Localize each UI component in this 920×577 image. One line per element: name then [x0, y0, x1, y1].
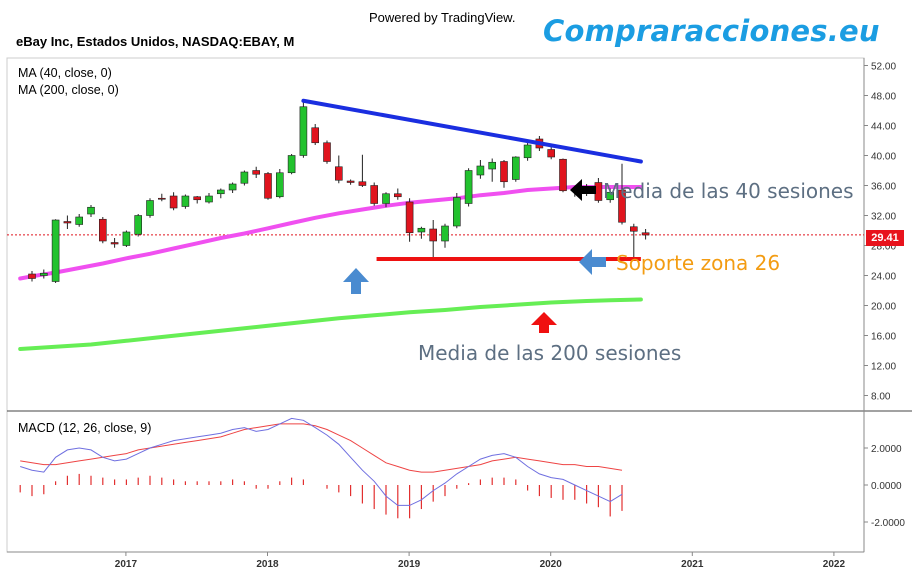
- candle-body: [476, 165, 485, 176]
- arrow-left-blue-icon: [579, 249, 606, 275]
- candle-body: [169, 195, 178, 209]
- candle-body: [523, 144, 532, 159]
- price-tick-label: 36.00: [871, 182, 896, 193]
- macd-tick-label: 0.0000: [871, 481, 902, 492]
- candle-body: [75, 216, 83, 225]
- candle-body: [158, 197, 166, 200]
- candle-body: [429, 228, 438, 242]
- annotation-support: Soporte zona 26: [616, 251, 781, 275]
- price-tick-label: 48.00: [871, 92, 896, 103]
- candle-body: [275, 172, 284, 198]
- candle-body: [382, 193, 390, 204]
- candle-body: [405, 201, 414, 234]
- candle-body: [63, 221, 72, 224]
- candle-body: [511, 156, 520, 180]
- candle-body: [181, 195, 190, 207]
- candle-body: [193, 196, 201, 201]
- ma40-line: [18, 185, 643, 281]
- candle-body: [252, 170, 260, 175]
- time-tick-label: 2021: [681, 559, 704, 570]
- arrow-up-red-icon: [531, 312, 557, 333]
- candle-body: [500, 161, 508, 183]
- price-tick-label: 52.00: [871, 62, 896, 73]
- candle-body: [606, 191, 615, 201]
- macd-line: [20, 417, 623, 506]
- arrow-left-black-icon: [570, 179, 596, 201]
- price-tick-label: 16.00: [871, 332, 896, 343]
- brand-watermark: Compraracciones.eu: [543, 14, 880, 48]
- candle-body: [346, 180, 355, 183]
- price-tick-label: 24.00: [871, 272, 896, 283]
- ma200-legend: MA (200, close, 0): [18, 83, 119, 97]
- candle-body: [311, 127, 320, 144]
- candle-body: [641, 232, 650, 236]
- candle-body: [146, 200, 154, 216]
- ma200-line: [18, 297, 643, 351]
- time-tick-label: 2019: [398, 559, 421, 570]
- candle-body: [39, 272, 48, 276]
- last-price-tag: 29.41: [866, 230, 904, 246]
- candle-body: [441, 225, 449, 242]
- candle-body: [99, 218, 107, 242]
- macd-signal-line: [20, 423, 623, 473]
- macd-tick-label: -2.0000: [871, 518, 905, 529]
- macd-legend: MACD (12, 26, close, 9): [18, 421, 152, 435]
- candle-body: [240, 171, 249, 184]
- candle-body: [28, 273, 36, 279]
- time-tick-label: 2020: [540, 559, 563, 570]
- annotation-ma40: Media de las 40 sesiones: [603, 179, 854, 203]
- candle-body: [358, 181, 367, 186]
- candle-body: [110, 242, 119, 245]
- candle-body: [299, 106, 308, 156]
- time-tick-label: 2018: [256, 559, 279, 570]
- candle-body: [559, 158, 567, 192]
- price-tick-label: 28.00: [871, 242, 896, 253]
- price-tick-label: 8.00: [871, 392, 891, 403]
- ma40-legend: MA (40, close, 0): [18, 66, 112, 80]
- symbol-title: eBay Inc, Estados Unidos, NASDAQ:EBAY, M: [16, 34, 295, 49]
- candle-body: [217, 189, 225, 195]
- candle-body: [464, 170, 473, 204]
- price-tick-label: 20.00: [871, 302, 896, 313]
- candle-body: [228, 183, 237, 191]
- candle-body: [393, 193, 402, 198]
- candle-body: [334, 166, 343, 181]
- plot-frame: [6, 57, 865, 553]
- time-tick-label: 2017: [115, 559, 138, 570]
- candle-body: [370, 185, 379, 204]
- candle-body: [547, 149, 556, 158]
- macd-tick-label: 2.0000: [871, 444, 902, 455]
- price-tick-label: 32.00: [871, 212, 896, 223]
- candle-body: [264, 173, 272, 199]
- resistance-trendline: [301, 98, 643, 164]
- annotation-ma200: Media de las 200 sesiones: [418, 341, 682, 365]
- candle-body: [51, 219, 60, 282]
- candle-body: [629, 226, 638, 232]
- price-tick-label: 12.00: [871, 362, 896, 373]
- candle-body: [134, 215, 142, 235]
- candle-body: [618, 189, 626, 223]
- candle-body: [287, 155, 296, 174]
- price-tick-label: 40.00: [871, 152, 896, 163]
- candle-body: [323, 142, 331, 162]
- candle-body: [488, 161, 497, 170]
- arrow-up-blue-icon: [343, 268, 369, 294]
- price-tick-label: 44.00: [871, 122, 896, 133]
- candle-body: [87, 206, 95, 215]
- time-tick-label: 2022: [823, 559, 846, 570]
- candle-body: [452, 197, 461, 227]
- candle-body: [417, 227, 426, 233]
- powered-by-label: Powered by TradingView.: [369, 10, 516, 25]
- candle-body: [205, 195, 213, 203]
- candle-body: [122, 231, 131, 246]
